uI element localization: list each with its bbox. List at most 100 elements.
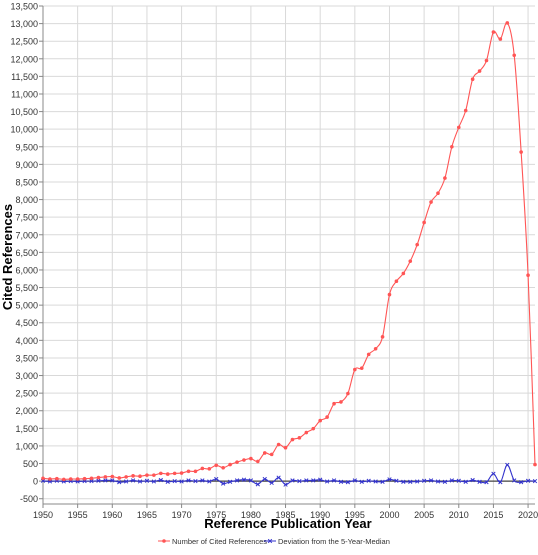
legend: Number of Cited References Deviation from… <box>158 537 390 546</box>
data-point <box>533 462 537 467</box>
y-tick-label: 11,500 <box>11 72 38 82</box>
data-point <box>179 471 184 475</box>
data-point <box>234 478 240 483</box>
y-tick-label: 13,500 <box>10 2 38 12</box>
data-point <box>124 475 128 479</box>
data-point <box>324 479 330 484</box>
data-point <box>435 479 441 484</box>
data-point <box>456 125 461 130</box>
y-tick-label: 9,500 <box>15 142 38 152</box>
x-tick-label: 1980 <box>241 510 261 520</box>
data-point <box>256 459 260 464</box>
y-tick-label: 7,500 <box>15 213 38 223</box>
data-point <box>387 477 392 482</box>
series-cited-references <box>41 21 537 482</box>
y-tick-label: -500 <box>20 494 38 504</box>
data-point <box>193 469 198 474</box>
y-tick-label: 9,000 <box>15 160 38 170</box>
x-tick-label: 1965 <box>137 510 157 520</box>
data-point <box>221 481 226 486</box>
data-point <box>338 479 344 484</box>
data-point <box>332 401 336 406</box>
data-point <box>214 476 219 482</box>
data-point <box>428 478 434 483</box>
data-point <box>96 475 101 480</box>
y-tick-label: 8,000 <box>15 195 38 205</box>
x-tick-label: 2015 <box>483 510 503 520</box>
data-point <box>318 418 322 423</box>
grid <box>42 5 535 504</box>
data-point <box>290 437 295 442</box>
y-tick-label: 1,000 <box>15 441 38 451</box>
data-point <box>359 479 364 484</box>
y-axis-label: Cited References <box>0 204 15 310</box>
x-tick-label: 1970 <box>172 510 192 520</box>
data-point <box>159 471 163 476</box>
data-point <box>117 480 122 485</box>
data-point <box>532 478 538 484</box>
x-tick-label: 2005 <box>414 510 434 520</box>
data-point <box>345 480 351 485</box>
x-tick-label: 1955 <box>68 510 88 520</box>
data-point <box>269 452 274 457</box>
y-tick-label: 2,000 <box>15 406 38 416</box>
data-point <box>96 478 101 483</box>
data-point <box>394 478 399 483</box>
data-point <box>200 478 205 483</box>
data-point <box>442 479 448 484</box>
data-point <box>172 471 177 476</box>
data-point <box>89 478 94 484</box>
data-point <box>248 478 254 483</box>
legend-label: Number of Cited References <box>172 537 267 546</box>
data-point <box>470 477 475 483</box>
data-point <box>262 451 267 455</box>
data-point <box>172 478 177 484</box>
y-tick-label: 3,500 <box>15 353 38 363</box>
x-tick-label: 1995 <box>345 510 365 520</box>
data-point <box>346 391 350 396</box>
data-point <box>165 479 170 484</box>
legend-item-cited-references: Number of Cited References <box>158 537 267 546</box>
x-axis-label: Reference Publication Year <box>204 516 371 531</box>
x-tick-label: 2020 <box>518 510 538 520</box>
x-tick-label: 1975 <box>206 510 226 520</box>
legend-item-deviation: Deviation from the 5-Year-Median <box>264 537 390 546</box>
series-deviation <box>40 462 538 487</box>
data-point <box>484 58 489 63</box>
data-point <box>249 456 253 461</box>
y-tick-label: 0 <box>33 477 38 487</box>
data-point <box>387 292 392 297</box>
legend-swatch-marker <box>267 538 273 544</box>
x-tick-label: 1960 <box>102 510 122 520</box>
data-point <box>68 477 73 481</box>
data-point <box>186 478 191 483</box>
data-point <box>61 477 66 482</box>
data-point <box>304 478 309 483</box>
data-point <box>373 346 378 351</box>
data-point <box>449 478 454 483</box>
data-point <box>498 37 503 41</box>
data-point <box>186 469 191 474</box>
data-point <box>512 478 517 483</box>
data-point <box>297 478 302 484</box>
data-point <box>380 335 385 339</box>
data-point <box>352 478 357 483</box>
data-point <box>138 474 142 478</box>
data-point <box>110 478 115 483</box>
y-tick-label: 6,000 <box>15 265 38 275</box>
data-point <box>484 480 489 485</box>
y-tick-label: 10,500 <box>10 107 38 117</box>
data-point <box>450 144 454 149</box>
data-point <box>214 463 219 468</box>
data-point <box>498 480 503 485</box>
data-point <box>221 465 225 470</box>
data-point <box>110 474 115 479</box>
data-point <box>137 479 143 484</box>
data-point <box>55 476 59 481</box>
data-point <box>158 477 163 483</box>
data-point <box>152 473 156 477</box>
data-point <box>276 442 281 447</box>
y-tick-label: 5,500 <box>15 283 38 293</box>
